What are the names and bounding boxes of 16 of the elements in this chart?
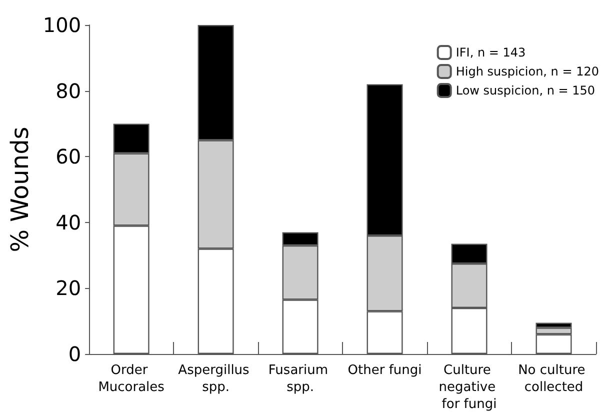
y-tick-label: 60: [56, 144, 82, 169]
x-tick-label: Aspergillus spp.: [178, 363, 254, 395]
x-tick-label: Fusarium spp.: [268, 363, 332, 395]
x-tick-label: No culture collected: [518, 363, 590, 395]
y-tick-label: 80: [56, 78, 82, 103]
y-axis-title: % Wounds: [6, 126, 34, 252]
y-tick-label: 20: [56, 276, 82, 300]
y-tick-label: 0: [68, 342, 82, 366]
legend-label: Low suspicion, n = 150: [456, 84, 596, 98]
x-tick-label: Order Mucorales: [98, 363, 165, 395]
legend-label: IFI, n = 143: [456, 46, 526, 60]
y-tick-label: 40: [56, 210, 82, 234]
y-tick-label: 100: [42, 13, 82, 37]
x-tick-label: Culture negative for fungi: [438, 363, 500, 412]
x-tick-label: Other fungi: [348, 363, 422, 378]
legend-label: High suspicion, n = 120: [456, 64, 599, 78]
